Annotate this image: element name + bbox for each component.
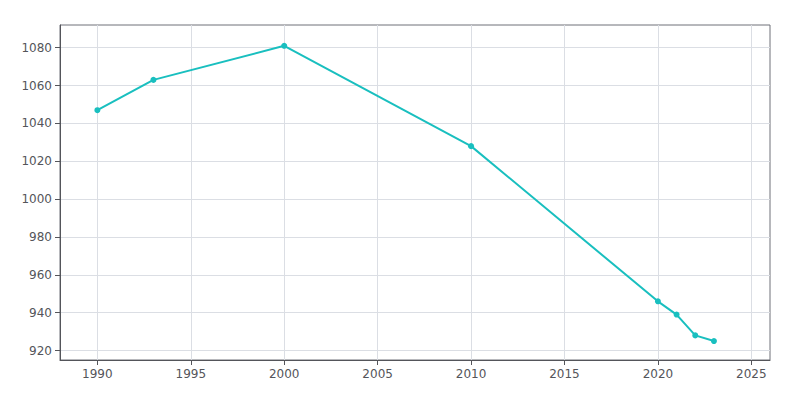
svg-text:1040: 1040 <box>21 116 52 130</box>
svg-text:2015: 2015 <box>549 367 580 381</box>
svg-text:940: 940 <box>29 306 52 320</box>
svg-text:1020: 1020 <box>21 154 52 168</box>
svg-text:1995: 1995 <box>176 367 207 381</box>
svg-text:2025: 2025 <box>736 367 767 381</box>
svg-text:2010: 2010 <box>456 367 487 381</box>
svg-text:1990: 1990 <box>82 367 113 381</box>
svg-text:960: 960 <box>29 268 52 282</box>
svg-text:920: 920 <box>29 344 52 358</box>
svg-text:2000: 2000 <box>269 367 300 381</box>
svg-text:1080: 1080 <box>21 41 52 55</box>
svg-text:1060: 1060 <box>21 79 52 93</box>
svg-text:980: 980 <box>29 230 52 244</box>
svg-text:2020: 2020 <box>643 367 674 381</box>
svg-text:1000: 1000 <box>21 192 52 206</box>
svg-text:2005: 2005 <box>362 367 393 381</box>
